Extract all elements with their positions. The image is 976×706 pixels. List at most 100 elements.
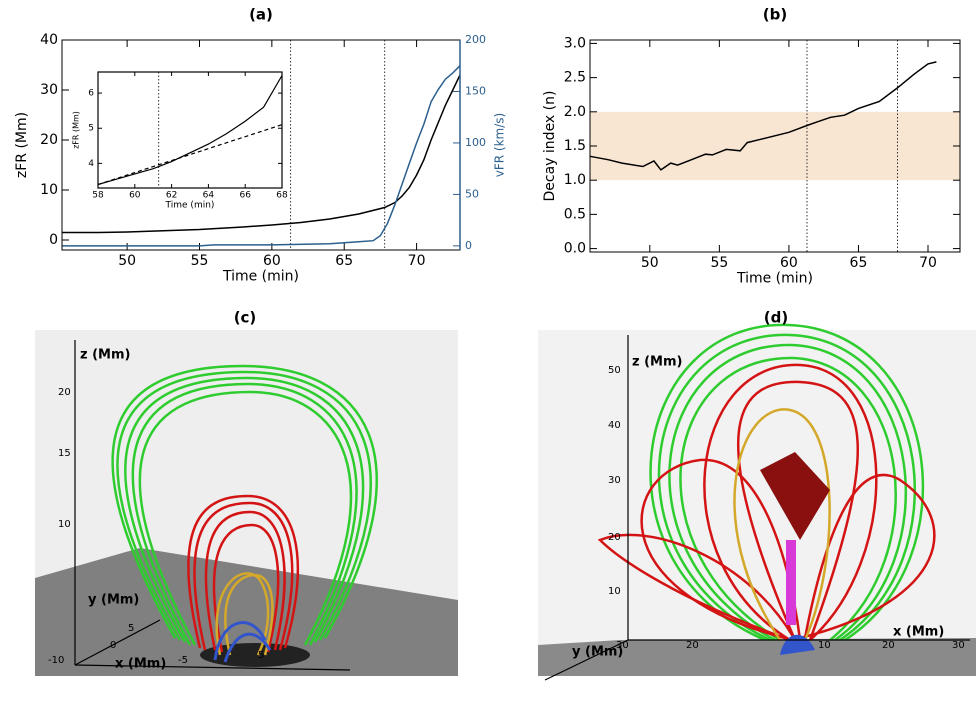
red-field-lines [597,363,936,642]
x-tick-label: 55 [710,255,728,271]
y2-tick-label: 150 [465,84,486,97]
y-tick-label: 0 [49,232,58,248]
chart: 58 60 62 64 66 68 4 5 6 Time (min) zFR (Mm) [72,71,288,211]
axes-3d [544,335,970,681]
y2-tick-label: 200 [465,33,486,46]
chart-title: (a) [249,6,273,24]
y-tick-label: 20 [40,132,58,148]
x-axis-label: Time (min) [222,269,299,285]
y-tick-label: 10 [40,182,58,198]
z-tick-label: 20 [58,387,71,398]
axis-3d-label: x (Mm) [893,625,944,640]
x-tick-label: 55 [191,253,209,269]
y2-tick-label: 100 [465,136,486,149]
z-tick-label: 30 [608,475,621,486]
y-tick-label: 6 [88,89,94,99]
green-field-lines [111,364,378,646]
panel-title: (c) [234,309,257,327]
plot-area [98,72,282,188]
yellow-field-lines [215,572,274,656]
y-tick-label: 2.0 [564,104,586,120]
y-tick-label: 1.5 [564,138,586,154]
flux-rope-core [760,452,830,540]
y-tick-label: 5 [88,124,94,134]
panel-title: (d) [764,309,788,327]
x-axis-label: Time (min) [736,271,813,287]
y-tick-label: 30 [40,82,58,98]
x-tick-label: 30 [952,640,965,651]
green-field-lines [649,323,925,642]
x-tick-label: 65 [850,255,868,271]
x-tick-label: 58 [92,191,104,201]
panel-d-render [538,323,976,681]
x-tick-label: 70 [919,255,937,271]
x-tick-label: 10 [818,640,831,651]
z-tick-label: 50 [608,365,621,376]
chart: 50 55 60 65 70 0.0 0.5 1.0 1.5 2.0 2.5 3.0 (b) Time (… [542,6,961,287]
x-tick-label: 64 [203,191,215,201]
y-axis-label: Decay index (n) [542,91,558,202]
x-tick-label: -5 [178,655,188,666]
y-tick-label: 4 [88,159,94,169]
panel-c-render [35,330,458,676]
x-tick-label: 68 [276,191,288,201]
axis-3d-label: z (Mm) [632,355,682,370]
plot-frame [589,39,961,253]
x-tick-label: 65 [335,253,353,269]
x-tick-label: 20 [882,640,895,651]
axis-3d-label: x (Mm) [115,657,166,672]
y2-tick-label: 50 [465,187,479,200]
x-tick-label: 5 [258,650,264,661]
blue-field-lines [213,621,272,663]
axis-3d-label: z (Mm) [80,348,130,363]
z-tick-label: 10 [58,519,71,530]
x-tick-label: 66 [239,191,251,201]
y-tick-label: 5 [128,623,134,634]
y2-tick-label: 0 [465,239,472,252]
y-tick-label: 1.0 [564,172,586,188]
y-axis-label: zFR (Mm) [72,111,81,149]
y-tick-label: 0 [110,640,116,651]
y-tick-label: 0.0 [564,241,586,257]
y-axis-label: zFR (Mm) [14,112,30,178]
x-tick-label: 70 [408,253,426,269]
ground-plane [538,638,976,676]
x-tick-label: 50 [118,253,136,269]
z-tick-label: 10 [608,586,621,597]
plot-frame [97,71,283,189]
axes-3d [74,340,351,671]
axis-3d-label: y (Mm) [88,593,139,608]
render-background [538,330,976,676]
x-axis-label: Time (min) [165,201,215,211]
x-tick-label: 60 [129,191,141,201]
x-tick-label: 30 [616,640,629,651]
ground-plane [35,548,458,676]
x-tick-label: 20 [686,640,699,651]
x-tick-label: 60 [263,253,281,269]
y-tick-label: 40 [40,32,58,48]
x-tick-label: 60 [780,255,798,271]
current-column [786,540,796,625]
y-tick-label: -10 [48,655,64,666]
z-tick-label: 40 [608,420,621,431]
x-tick-label: 50 [641,255,659,271]
chart-title: (b) [763,6,787,24]
red-field-lines [187,494,300,653]
y-tick-label: 3.0 [564,35,586,51]
series-line [589,61,937,171]
series-line [62,65,461,247]
z-tick-label: 15 [58,448,71,459]
y-tick-label: 0.5 [564,206,586,222]
series-line [97,124,283,186]
y-tick-label: 2.5 [564,70,586,86]
series-line [62,74,461,234]
axis-3d-label: y (Mm) [572,645,623,660]
yellow-field-lines [733,408,831,641]
x-tick-label: 62 [166,191,177,201]
series-line [97,75,283,186]
shaded-range [590,111,960,181]
z-tick-label: 20 [608,532,621,543]
y2-axis-label: vFR (km/s) [493,113,507,177]
